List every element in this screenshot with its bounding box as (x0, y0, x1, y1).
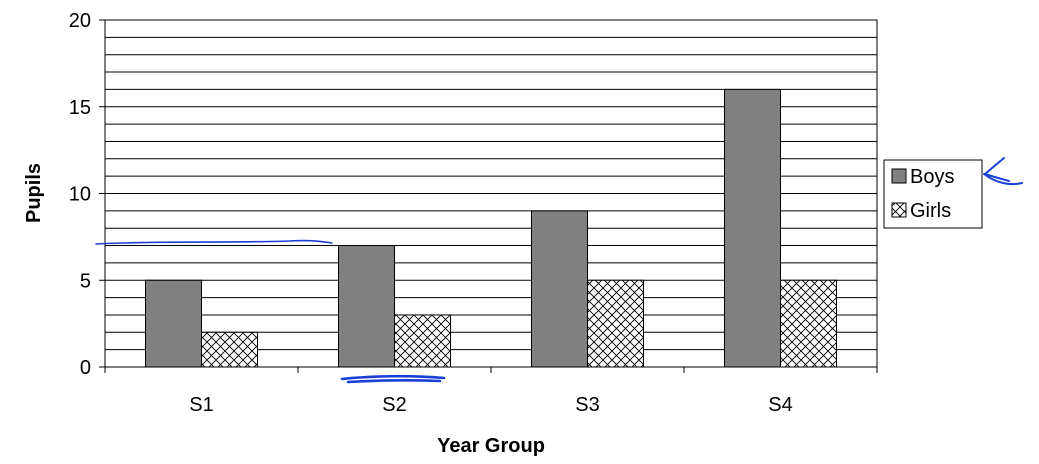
annotation-underline-seven (95, 239, 333, 245)
legend: Boys Girls (883, 159, 983, 229)
bar-boys-s1 (145, 279, 202, 368)
bar-girls-s1 (201, 331, 258, 368)
bars-group (145, 88, 837, 368)
bar-boys-s2 (338, 245, 395, 368)
legend-label-girls: Girls (910, 200, 951, 222)
x-axis-ticks: S1 S2 S3 S4 (104, 367, 878, 416)
annotation-underline-s2 (340, 374, 446, 384)
y-tick-label: 10 (69, 184, 91, 206)
bar-boys-s4 (724, 88, 781, 368)
annotation-arrow (983, 157, 1023, 186)
y-tick-label: 5 (80, 270, 91, 292)
bar-girls-s4 (780, 279, 837, 368)
x-tick-label: S4 (768, 394, 792, 416)
x-tick-label: S2 (382, 394, 406, 416)
handwritten-annotations (95, 157, 1023, 384)
bar-girls-s3 (587, 279, 644, 368)
legend-swatch-boys (891, 168, 907, 184)
legend-label-boys: Boys (910, 166, 954, 188)
x-tick-label: S1 (189, 394, 213, 416)
x-tick-label: S3 (575, 394, 599, 416)
y-axis-title: Pupils (23, 163, 45, 223)
x-axis-title: Year Group (437, 435, 545, 457)
bar-girls-s2 (394, 314, 451, 368)
bar-boys-s3 (531, 210, 588, 368)
y-tick-label: 15 (69, 97, 91, 119)
y-tick-label: 0 (80, 357, 91, 379)
y-axis-ticks: 0 5 10 15 20 (69, 10, 105, 379)
y-tick-label: 20 (69, 10, 91, 32)
legend-swatch-girls (891, 202, 907, 218)
